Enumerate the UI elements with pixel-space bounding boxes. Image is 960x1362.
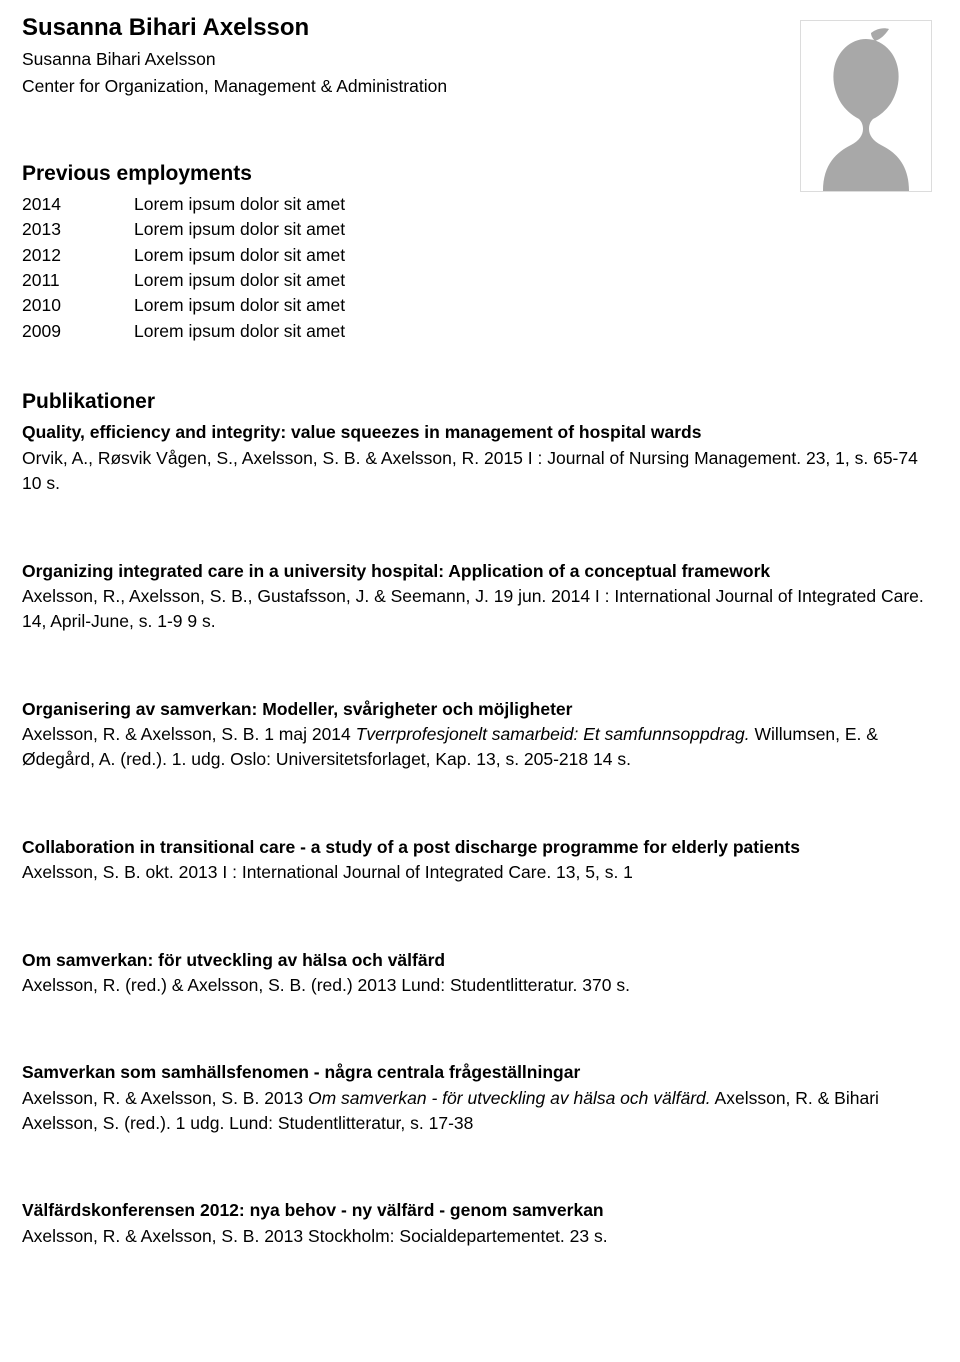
publication-title: Om samverkan: för utveckling av hälsa oc… (22, 948, 938, 973)
employment-year: 2013 (22, 217, 134, 242)
publication-body: Orvik, A., Røsvik Vågen, S., Axelsson, S… (22, 446, 938, 497)
publication-body: Axelsson, S. B. okt. 2013 I : Internatio… (22, 860, 938, 885)
publication-body: Axelsson, R. (red.) & Axelsson, S. B. (r… (22, 973, 938, 998)
employments-list: 2014Lorem ipsum dolor sit amet2013Lorem … (22, 192, 938, 344)
employment-text: Lorem ipsum dolor sit amet (134, 319, 938, 344)
publication-body: Axelsson, R., Axelsson, S. B., Gustafsso… (22, 584, 938, 635)
employment-row: 2009Lorem ipsum dolor sit amet (22, 319, 938, 344)
employment-year: 2010 (22, 293, 134, 318)
publication-body-italic: Om samverkan - för utveckling av hälsa o… (308, 1088, 711, 1108)
employment-row: 2014Lorem ipsum dolor sit amet (22, 192, 938, 217)
publication-title: Collaboration in transitional care - a s… (22, 835, 938, 860)
publication-item: Collaboration in transitional care - a s… (22, 835, 938, 886)
publication-item: Välfärdskonferensen 2012: nya behov - ny… (22, 1198, 938, 1249)
publication-title: Organizing integrated care in a universi… (22, 559, 938, 584)
employment-row: 2010Lorem ipsum dolor sit amet (22, 293, 938, 318)
profile-silhouette (800, 20, 932, 192)
employment-year: 2012 (22, 243, 134, 268)
person-icon (801, 21, 931, 191)
publication-title: Välfärdskonferensen 2012: nya behov - ny… (22, 1198, 938, 1223)
employment-text: Lorem ipsum dolor sit amet (134, 268, 938, 293)
publication-title: Organisering av samverkan: Modeller, svå… (22, 697, 938, 722)
employment-year: 2014 (22, 192, 134, 217)
publication-item: Samverkan som samhällsfenomen - några ce… (22, 1060, 938, 1136)
publication-body: Axelsson, R. & Axelsson, S. B. 2013 Stoc… (22, 1224, 938, 1249)
employment-year: 2011 (22, 268, 134, 293)
employment-text: Lorem ipsum dolor sit amet (134, 192, 938, 217)
employment-text: Lorem ipsum dolor sit amet (134, 293, 938, 318)
employment-year: 2009 (22, 319, 134, 344)
publications-section: Publikationer Quality, efficiency and in… (22, 388, 938, 1249)
publication-item: Organizing integrated care in a universi… (22, 559, 938, 635)
employment-row: 2013Lorem ipsum dolor sit amet (22, 217, 938, 242)
publication-item: Quality, efficiency and integrity: value… (22, 420, 938, 496)
publication-item: Om samverkan: för utveckling av hälsa oc… (22, 948, 938, 999)
employment-text: Lorem ipsum dolor sit amet (134, 217, 938, 242)
publications-list: Quality, efficiency and integrity: value… (22, 420, 938, 1249)
employment-row: 2011Lorem ipsum dolor sit amet (22, 268, 938, 293)
publication-body-italic: Tverrprofesjonelt samarbeid: Et samfunns… (356, 724, 750, 744)
publication-body: Axelsson, R. & Axelsson, S. B. 1 maj 201… (22, 722, 938, 773)
publications-heading: Publikationer (22, 388, 938, 416)
employment-row: 2012Lorem ipsum dolor sit amet (22, 243, 938, 268)
publication-item: Organisering av samverkan: Modeller, svå… (22, 697, 938, 773)
document-page: Susanna Bihari Axelsson Susanna Bihari A… (0, 0, 960, 1351)
publication-body: Axelsson, R. & Axelsson, S. B. 2013 Om s… (22, 1086, 938, 1137)
employment-text: Lorem ipsum dolor sit amet (134, 243, 938, 268)
publication-title: Samverkan som samhällsfenomen - några ce… (22, 1060, 938, 1085)
publication-title: Quality, efficiency and integrity: value… (22, 420, 938, 445)
publication-body-pre: Axelsson, R. & Axelsson, S. B. 2013 (22, 1088, 308, 1108)
publication-body-pre: Axelsson, R. & Axelsson, S. B. 1 maj 201… (22, 724, 356, 744)
